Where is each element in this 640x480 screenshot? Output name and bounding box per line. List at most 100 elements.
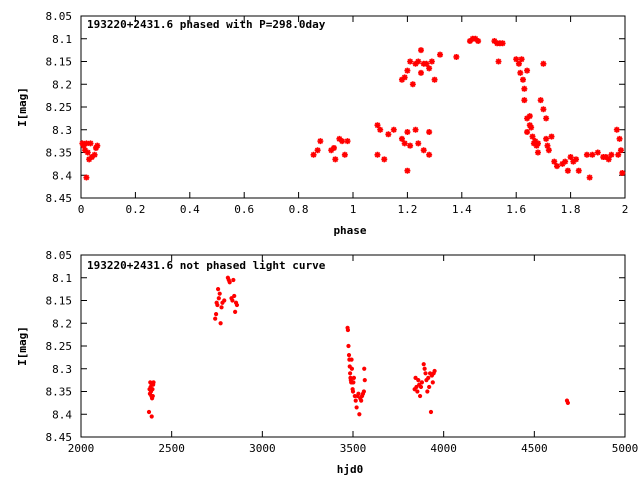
data-point [427,384,432,390]
data-point [567,154,574,161]
data-point [146,409,152,415]
data-point [559,160,566,167]
data-point [565,400,570,405]
data-point [540,106,547,113]
data-point [91,151,98,158]
y-tick-label: 8.25 [46,101,73,114]
data-point [418,69,424,76]
y-ticks: 8.05 8.1 8.15 8.2 8.25 8.3 8.35 8.4 8.45 [46,10,625,205]
data-point [521,85,528,92]
x-tick-label: 1.6 [506,203,526,216]
data-point [543,115,550,122]
chart-title: 193220+2431.6 not phased light curve [87,259,326,272]
data-point [217,291,222,296]
data-point [532,138,539,145]
data-point [413,375,418,380]
data-point [354,405,359,410]
data-point [540,60,547,67]
data-point [83,174,90,181]
data-point [554,163,560,170]
data-point [423,60,430,67]
y-axis-label: I[mag] [16,326,29,366]
data-point [575,167,582,174]
data-point [605,156,612,163]
data-point [602,154,609,161]
data-point [419,380,425,385]
data-point [520,76,526,83]
data-point [524,67,531,74]
x-tick-label: 0.4 [180,203,200,216]
data-point [362,378,367,383]
data-point [475,38,482,45]
data-point [426,129,433,136]
x-tick-label: 5000 [612,442,639,455]
y-tick-label: 8.15 [46,56,73,69]
data-point [414,384,419,390]
x-tick-label: 1.8 [561,203,581,216]
data-point [517,69,524,76]
x-ticks: 2000 2500 3000 3500 4000 4500 5000 [68,255,639,455]
data-point [80,142,87,149]
y-tick-label: 8.45 [46,431,73,444]
data-point [374,151,381,158]
data-point [529,133,536,140]
x-tick-label: 3000 [249,442,276,455]
data-point [431,76,438,83]
data-point [407,58,414,65]
y-tick-label: 8.3 [52,363,72,376]
data-point [418,47,424,54]
y-tick-label: 8.2 [52,78,72,91]
data-point [466,38,473,45]
data-point [534,140,541,147]
data-point [381,156,388,163]
data-point [548,133,555,140]
data-point [412,60,419,67]
data-point [341,151,348,158]
data-point [615,151,622,158]
data-point [82,147,89,154]
data-point [150,393,155,399]
data-point [88,154,95,161]
data-point [218,321,223,326]
data-point [562,158,569,165]
y-tick-label: 8.35 [46,147,73,160]
data-point [415,58,422,65]
data-point [213,316,218,321]
data-point [613,126,620,133]
data-point [428,58,435,65]
data-point [233,309,238,314]
y-tick-label: 8.2 [52,317,72,330]
data-point [351,375,357,380]
data-point [589,151,596,158]
data-point [84,149,91,156]
data-point [404,67,411,74]
data-point [537,97,544,104]
y-tick-label: 8.25 [46,340,73,353]
data-point [330,144,337,151]
y-ticks: 8.05 8.1 8.15 8.2 8.25 8.3 8.35 8.4 8.45 [46,249,625,444]
data-point [345,327,351,333]
data-point [401,140,408,147]
data-point [551,158,558,165]
data-point [545,147,552,154]
y-tick-label: 8.45 [46,192,73,205]
data-point [428,409,434,415]
data-point [426,65,433,72]
data-point [222,298,227,303]
data-point [472,35,479,42]
data-point [491,38,498,45]
x-tick-label: 1 [350,203,357,216]
data-point [617,147,624,154]
data-point [416,378,421,383]
data-point [344,138,351,145]
data-point [573,156,580,163]
data-point [362,366,367,371]
data-point [231,277,236,283]
y-tick-label: 8.05 [46,10,73,23]
x-tick-label: 0.8 [289,203,309,216]
data-points [79,35,626,181]
data-point [398,76,405,83]
data-point [420,147,427,154]
y-tick-label: 8.15 [46,295,73,308]
data-point [356,391,361,396]
